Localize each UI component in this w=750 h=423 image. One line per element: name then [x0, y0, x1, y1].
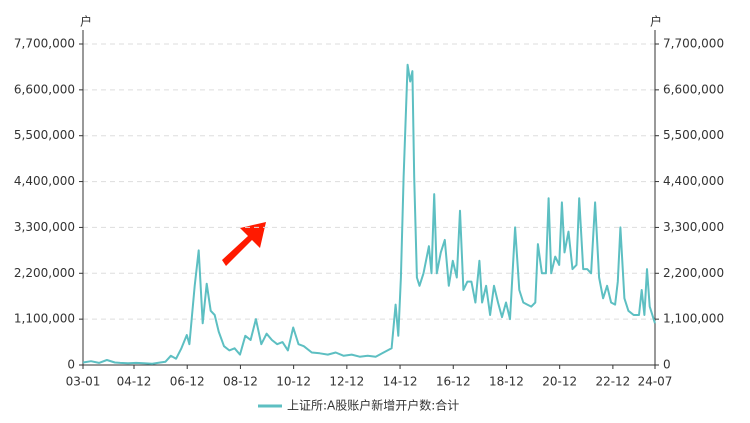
x-tick-label: 12-12 [329, 375, 364, 389]
y2-tick-label: 6,600,000 [663, 82, 724, 96]
y-tick-label: 5,500,000 [14, 128, 75, 142]
y2-tick-label: 7,700,000 [663, 37, 724, 51]
y2-axis-unit: 户 [650, 14, 662, 29]
y-tick-label: 2,200,000 [14, 266, 75, 280]
legend-label: 上证所:A股账户新增开户数:合计 [287, 398, 459, 413]
data-line [82, 63, 656, 365]
arrow [222, 222, 266, 266]
y-tick-label: 1,100,000 [14, 312, 75, 326]
y-tick-label: 7,700,000 [14, 37, 75, 51]
x-tick-label: 10-12 [276, 375, 311, 389]
x-tick-label: 06-12 [170, 375, 205, 389]
x-tick-label: 03-01 [66, 375, 101, 389]
y-tick-label: 6,600,000 [14, 82, 75, 96]
x-tick-label: 18-12 [489, 375, 524, 389]
y-axis-unit: 户 [80, 14, 92, 29]
x-tick-label: 16-12 [436, 375, 471, 389]
y2-tick-label: 5,500,000 [663, 128, 724, 142]
x-tick-label: 04-12 [117, 375, 152, 389]
x-tick-label: 20-12 [542, 375, 577, 389]
y2-tick-label: 0 [663, 358, 671, 372]
y2-tick-label: 3,300,000 [663, 220, 724, 234]
y-tick-label: 0 [67, 358, 75, 372]
y-tick-label: 3,300,000 [14, 220, 75, 234]
y2-tick-label: 2,200,000 [663, 266, 724, 280]
y2-tick-label: 1,100,000 [663, 312, 724, 326]
x-tick-label: 14-12 [383, 375, 418, 389]
x-tick-label: 08-12 [223, 375, 258, 389]
y2-tick-label: 4,400,000 [663, 174, 724, 188]
y-tick-label: 4,400,000 [14, 174, 75, 188]
x-tick-label: 22-12 [595, 375, 630, 389]
x-tick-label: 24-07 [638, 375, 673, 389]
